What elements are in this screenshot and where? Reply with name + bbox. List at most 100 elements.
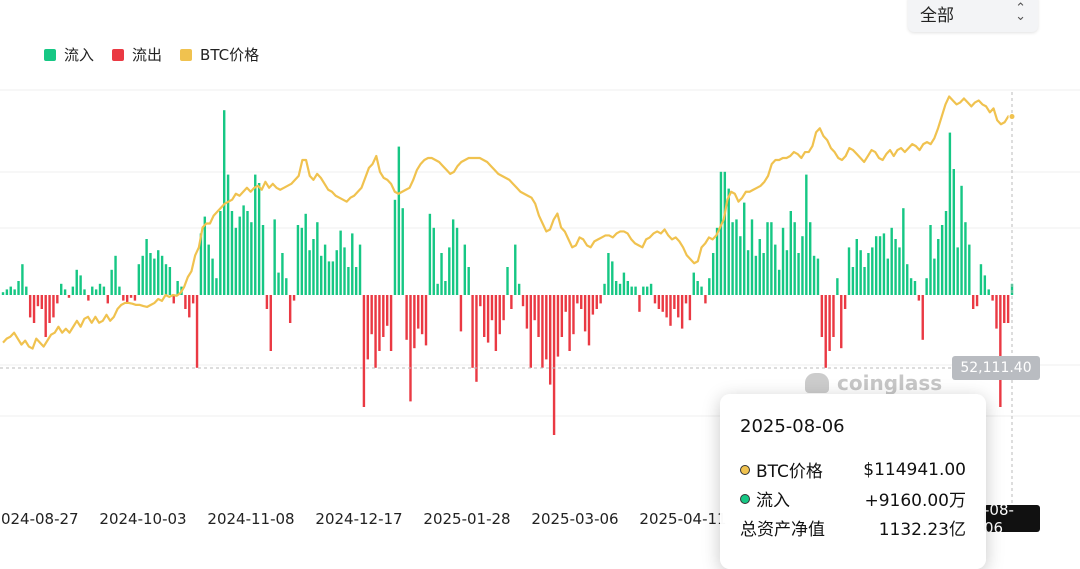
legend-item-outflow[interactable]: 流出 [112,44,162,65]
flow-bar-170 [661,295,664,312]
legend-label-price: BTC价格 [200,46,260,64]
flow-bar-179 [696,281,699,295]
flow-bar-106 [413,295,416,349]
flow-bar-186 [723,171,727,295]
flow-bar-182 [708,278,711,295]
flow-bar-27 [106,295,109,304]
flow-bar-228 [886,258,890,295]
flow-bar-71 [277,272,280,295]
flow-bar-97 [378,295,381,351]
flow-bar-231 [898,247,901,295]
price-line-group [2,95,1013,350]
flow-bar-57 [223,110,226,295]
flow-bar-140 [545,295,548,360]
x-tick-label-1: 2024-10-03 [99,510,186,528]
flow-bar-235 [913,281,917,295]
flow-bar-142 [552,295,556,435]
flow-bar-63 [246,211,249,295]
flow-bar-118 [459,295,463,332]
flow-bars [1,110,1014,435]
flow-bar-126 [490,295,494,321]
flow-bar-257 [999,295,1002,407]
flow-bar-34 [133,295,137,301]
legend-item-price[interactable]: BTC价格 [180,44,259,65]
flow-bar-3 [13,289,16,295]
flow-bar-93 [362,295,366,407]
flow-bar-135 [525,295,529,329]
flow-bar-180 [700,286,703,295]
flow-bar-13 [52,295,55,318]
tooltip-inflow-label: 流入 [756,491,790,511]
flow-bar-51 [199,233,203,295]
legend-swatch-outflow [112,48,125,61]
btc-price-line [2,95,1013,350]
legend-item-inflow[interactable]: 流入 [44,44,94,65]
flow-bar-5 [21,264,24,295]
flow-bar-109 [424,295,428,346]
flow-bar-255 [991,295,994,301]
flow-bar-124 [483,295,486,337]
flow-bar-214 [832,295,835,337]
flow-bar-112 [436,283,439,295]
flow-bar-154 [599,295,602,304]
flow-bar-75 [292,295,296,301]
flow-bar-171 [665,295,668,318]
flow-bar-224 [871,247,874,295]
flow-bar-175 [680,295,684,329]
flow-bar-90 [351,233,354,295]
flow-bar-82 [320,255,323,295]
flow-bar-8 [32,295,36,323]
flow-bar-138 [537,295,540,337]
flow-bar-250 [971,295,975,309]
flow-bar-20 [79,275,82,295]
flow-bar-96 [374,295,377,368]
flow-bar-17 [67,295,71,298]
flow-bar-60 [234,227,238,295]
flow-bar-111 [432,227,435,295]
flow-bar-183 [711,253,715,295]
flow-bar-54 [211,258,214,295]
tooltip: 2025-08-06 BTC价格 $114941.00 流入 +9160.00万… [720,394,986,569]
tooltip-nav-value: 1132.23亿 [878,520,966,540]
flow-bar-259 [1006,295,1010,323]
flow-bar-53 [207,244,210,295]
tooltip-price-value: $114941.00 [863,459,966,480]
flow-bar-25 [98,283,102,295]
flow-bar-184 [715,227,719,295]
flow-bar-99 [385,295,389,326]
crosshair [0,92,1016,505]
tooltip-row-nav: 总资产净值 1132.23亿 [740,513,966,542]
flow-bar-230 [894,239,897,295]
flow-bar-147 [572,295,575,335]
flow-bar-241 [937,239,940,295]
flow-bar-238 [925,278,928,295]
flow-bar-249 [968,244,971,295]
flow-bar-88 [343,247,346,295]
flow-bar-167 [649,283,653,295]
flow-bar-178 [692,272,695,295]
flow-bar-248 [964,222,967,295]
legend-label-outflow: 流出 [132,46,163,64]
flow-bar-192 [746,250,750,295]
flow-bar-151 [587,295,591,346]
flow-bar-122 [475,295,478,382]
flow-bar-131 [510,295,513,309]
flow-bar-185 [719,171,723,295]
coinglass-logo-icon [805,373,829,393]
flow-bar-247 [960,185,963,295]
flow-bar-258 [1003,295,1006,323]
flow-bar-206 [801,236,804,295]
flow-bar-221 [859,250,862,295]
flow-bar-198 [770,222,773,295]
range-select[interactable]: 全部 ⌃ ⌄ [908,0,1038,32]
flow-bar-7 [28,295,32,318]
flow-bar-1 [5,289,9,295]
flow-bar-55 [215,278,218,295]
flow-bar-30 [118,286,121,295]
flow-bar-35 [137,264,141,295]
flow-bar-77 [300,227,304,295]
flow-bar-6 [25,286,28,295]
flow-bar-213 [828,295,831,351]
flow-bar-64 [250,222,253,295]
